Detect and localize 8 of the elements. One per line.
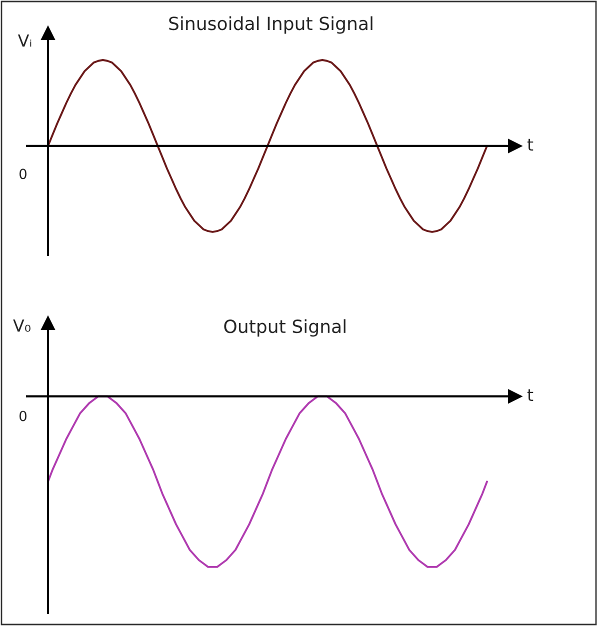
text: 0 (19, 168, 26, 180)
x-axis-title: t (527, 389, 534, 401)
chart-title: Sinusoidal Input Signal (169, 16, 372, 34)
y-axis-title: V₀ (13, 319, 30, 332)
y-axis-title: Vᵢ (18, 34, 32, 47)
x-axis-title: t (527, 138, 534, 151)
chart-title: Output Signal (224, 319, 346, 337)
text: 0 (19, 410, 26, 422)
